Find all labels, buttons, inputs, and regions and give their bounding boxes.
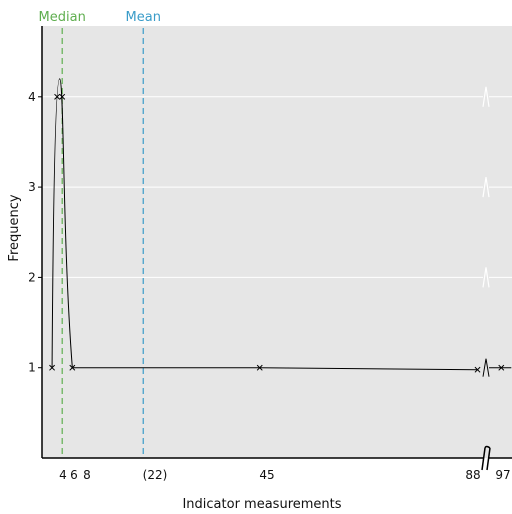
x-axis-break-slash: [481, 447, 486, 471]
grid-break-gap: [483, 175, 489, 200]
y-axis-title: Frequency: [7, 194, 22, 261]
grid-break-gap: [483, 84, 489, 109]
curve-break-mark: [482, 358, 490, 377]
data-point-marker: [256, 364, 263, 371]
data-point-marker: [498, 364, 505, 371]
y-tick-label: 1: [28, 361, 36, 375]
data-point-marker: [474, 366, 481, 373]
x-tick-label: 97: [495, 468, 510, 482]
y-tick-label: 3: [28, 180, 36, 194]
plot-background: [42, 26, 512, 458]
grid-lines: [42, 96, 512, 278]
y-tick-labels: 1 2 3 4: [28, 90, 36, 375]
grid-break-mark: [482, 86, 490, 107]
curve-break-gap: [483, 355, 489, 380]
x-tick-label: 6: [70, 468, 78, 482]
x-tick-label: 45: [259, 468, 274, 482]
x-tick-label: 88: [465, 468, 480, 482]
frequency-curve: [51, 78, 512, 371]
x-axis-title: Indicator measurements: [182, 497, 341, 512]
data-point-marker: [54, 93, 61, 100]
grid-break-mark: [482, 177, 490, 198]
x-tick-label: (22): [143, 468, 168, 482]
data-point-marker: [59, 93, 66, 100]
data-point-marker: [49, 364, 56, 371]
x-tick-labels: 4 6 8 (22) 45 88 97: [59, 468, 510, 482]
y-tick-label: 2: [28, 270, 36, 284]
x-axis-break-top: [484, 445, 491, 449]
data-point-marker: [69, 364, 76, 371]
x-tick-label: 4: [59, 468, 67, 482]
ref-label-median: Median: [39, 10, 86, 25]
grid-break-mark: [482, 267, 490, 288]
data-markers: [49, 93, 505, 373]
y-tick-label: 4: [28, 90, 36, 104]
axis-break-marks: [482, 84, 490, 380]
x-tick-label: 8: [83, 468, 91, 482]
x-axis-break-slash: [486, 447, 491, 471]
ref-label-mean: Mean: [126, 10, 161, 25]
grid-break-gap: [483, 265, 489, 290]
axes: [38, 26, 512, 471]
